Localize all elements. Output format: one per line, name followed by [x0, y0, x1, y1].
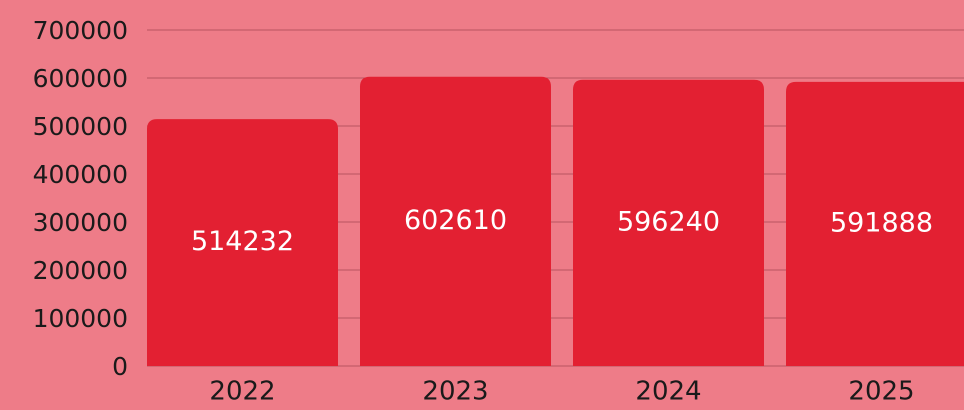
y-tick-label: 500000 — [33, 112, 128, 141]
y-tick-label: 200000 — [33, 256, 128, 285]
y-tick-label: 0 — [112, 352, 128, 381]
page: {"chart_data": {"type": "bar", "categori… — [0, 0, 964, 410]
value-label: 514232 — [191, 226, 294, 257]
y-tick-label: 600000 — [33, 64, 128, 93]
y-tick-label: 100000 — [33, 304, 128, 333]
y-tick-label: 300000 — [33, 208, 128, 237]
y-tick-label: 700000 — [33, 16, 128, 45]
x-tick-label: 2022 — [209, 377, 275, 407]
x-tick-label: 2023 — [422, 377, 488, 407]
chart: 0 100000 200000 300000 400000 500000 600000 700… — [0, 0, 964, 410]
y-tick-label: 400000 — [33, 160, 128, 189]
value-label: 602610 — [404, 205, 507, 236]
value-label: 591888 — [830, 207, 933, 238]
x-tick-label: 2025 — [848, 377, 914, 407]
value-label: 596240 — [617, 206, 720, 237]
x-tick-label: 2024 — [635, 377, 701, 407]
